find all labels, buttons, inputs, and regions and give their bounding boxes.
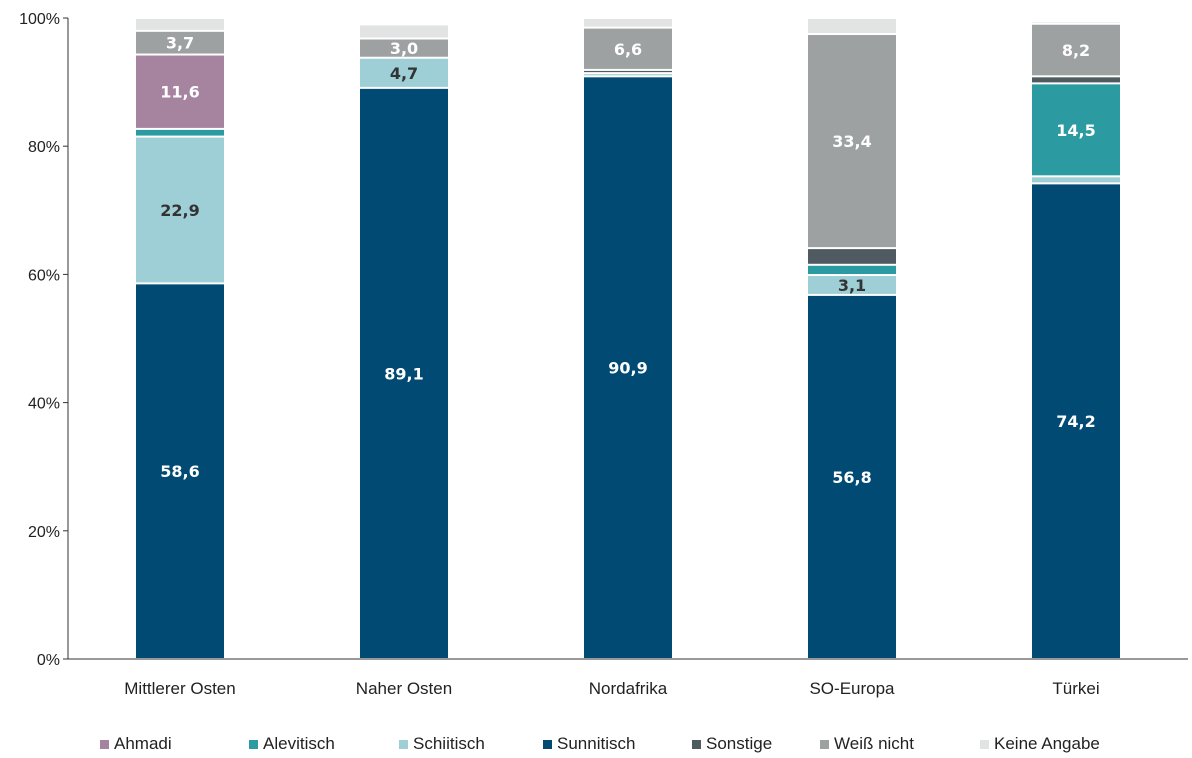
legend-swatch [820, 739, 829, 749]
bar-segment [1032, 84, 1120, 176]
legend-item: Sunnitisch [543, 733, 635, 755]
bar-segment [360, 25, 448, 38]
data-label: 22,9 [160, 201, 199, 220]
bar-segment [808, 295, 896, 658]
bar-segment [1032, 77, 1120, 83]
bar-segment [584, 28, 672, 69]
bar-segment [1032, 22, 1120, 23]
legend-item: Ahmadi [100, 733, 172, 755]
bar-segment [1032, 184, 1120, 659]
legend-label: Sonstige [706, 734, 773, 753]
bar-segment [136, 19, 224, 30]
bar-stack-t-rkei: 74,2 14,5 8,2 [1032, 22, 1120, 659]
x-category-label: Türkei [1052, 679, 1099, 698]
bar-segment [136, 137, 224, 283]
legend-swatch [543, 739, 552, 749]
bar-segment [808, 276, 896, 294]
legend-swatch [399, 739, 408, 749]
data-label: 4,7 [390, 64, 418, 83]
x-category-label: Mittlerer Osten [124, 679, 235, 698]
legend-swatch [692, 739, 701, 749]
data-label: 3,1 [838, 276, 866, 295]
bar-segment [360, 39, 448, 57]
y-tick-label: 80% [28, 139, 60, 156]
bar-segment [808, 19, 896, 34]
bar-segment [136, 129, 224, 136]
bar-segment [1032, 24, 1120, 76]
data-label: 74,2 [1056, 412, 1095, 431]
bar-segment [360, 58, 448, 87]
legend-item: Sonstige [692, 733, 772, 755]
legend-item: Weiß nicht [820, 733, 914, 755]
bar-segment [808, 265, 896, 275]
legend-label: Sunnitisch [557, 734, 636, 753]
x-category-label: SO-Europa [809, 679, 895, 698]
bar-segment [584, 19, 672, 27]
bar-stack-naher-osten: 89,1 4,7 3,0 [360, 25, 448, 658]
y-tick-label: 60% [28, 267, 60, 284]
legend-item: Alevitisch [249, 733, 335, 755]
legend-swatch [100, 739, 109, 749]
data-label: 90,9 [608, 359, 647, 378]
legend-label: Keine Angabe [994, 734, 1100, 753]
bar-segment [584, 77, 672, 659]
data-label: 8,2 [1062, 41, 1090, 60]
legend-item: Keine Angabe [980, 733, 1100, 755]
legend-swatch [249, 739, 258, 749]
bar-segment [360, 88, 448, 658]
bar-segment [808, 35, 896, 248]
data-label: 3,7 [166, 34, 194, 53]
legend-swatch [980, 739, 989, 749]
x-axis: Mittlerer Osten Naher Osten Nordafrika SO-E… [68, 658, 1188, 698]
x-category-label: Nordafrika [589, 679, 668, 698]
stacked-bar-chart: 0% 20% 40% 60% 80% 100% 58,6 22,9 11,6 3,7 89,1 4,… [19, 11, 1188, 698]
bar-segment [136, 284, 224, 658]
y-tick-label: 100% [19, 11, 60, 28]
data-label: 14,5 [1056, 121, 1095, 140]
legend-item: Schiitisch [399, 733, 485, 755]
legend-label: Ahmadi [114, 734, 172, 753]
data-label: 56,8 [832, 468, 871, 487]
legend-label: Schiitisch [413, 734, 485, 753]
data-label: 3,0 [390, 39, 418, 58]
bars: 58,6 22,9 11,6 3,7 89,1 4,7 3,0 90,9 6,6 56,8 3,1 3… [136, 19, 1120, 659]
y-tick-label: 20% [28, 524, 60, 541]
bar-segment [1032, 177, 1120, 183]
data-label: 6,6 [614, 40, 642, 59]
y-tick-label: 0% [37, 652, 60, 669]
data-label: 33,4 [832, 132, 871, 151]
y-axis: 0% 20% 40% 60% 80% 100% [19, 11, 69, 669]
bar-segment [584, 70, 672, 73]
bar-segment [136, 31, 224, 54]
bar-segment [808, 249, 896, 264]
legend: Ahmadi Alevitisch Schiitisch Sunnitisch Sons… [100, 733, 1160, 755]
data-label: 58,6 [160, 462, 199, 481]
y-tick-label: 40% [28, 396, 60, 413]
bar-stack-nordafrika: 90,9 6,6 [584, 19, 672, 659]
legend-label: Alevitisch [263, 734, 335, 753]
x-category-label: Naher Osten [356, 679, 452, 698]
bar-segment [136, 55, 224, 128]
data-label: 89,1 [384, 364, 423, 383]
bar-stack-mittlerer-osten: 58,6 22,9 11,6 3,7 [136, 19, 224, 658]
data-label: 11,6 [160, 83, 199, 102]
bar-stack-so-europa: 56,8 3,1 33,4 [808, 19, 896, 658]
bar-segment [584, 74, 672, 76]
legend-label: Weiß nicht [834, 734, 914, 753]
